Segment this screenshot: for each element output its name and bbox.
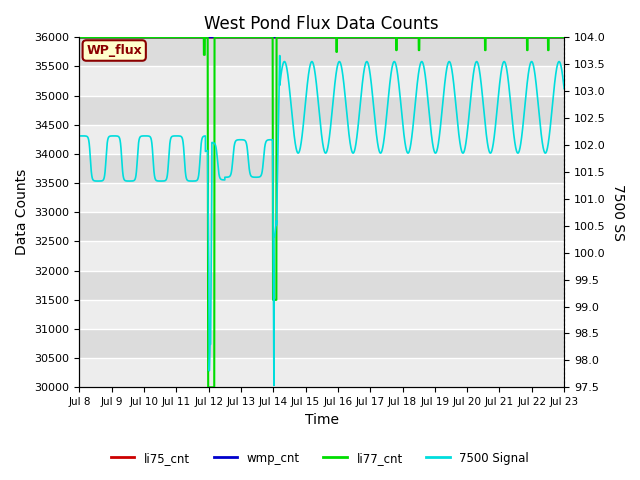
- Bar: [79, 241, 564, 271]
- Legend: li75_cnt, wmp_cnt, li77_cnt, 7500 Signal: li75_cnt, wmp_cnt, li77_cnt, 7500 Signal: [106, 447, 534, 469]
- Y-axis label: 7500 SS: 7500 SS: [611, 184, 625, 241]
- Bar: [79, 125, 564, 154]
- Bar: [79, 67, 564, 96]
- Bar: [79, 183, 564, 212]
- Y-axis label: Data Counts: Data Counts: [15, 169, 29, 255]
- Bar: [79, 300, 564, 329]
- Title: West Pond Flux Data Counts: West Pond Flux Data Counts: [204, 15, 439, 33]
- Text: WP_flux: WP_flux: [86, 44, 142, 57]
- Bar: [79, 358, 564, 387]
- X-axis label: Time: Time: [305, 413, 339, 427]
